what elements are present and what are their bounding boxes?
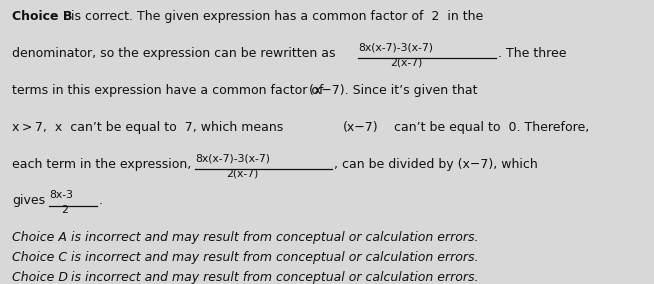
Text: 8x-3: 8x-3 — [49, 190, 73, 200]
Text: is incorrect and may result from conceptual or calculation errors.: is incorrect and may result from concept… — [67, 231, 479, 245]
Text: is incorrect and may result from conceptual or calculation errors.: is incorrect and may result from concept… — [67, 271, 479, 284]
Text: denominator, so the expression can be rewritten as: denominator, so the expression can be re… — [12, 47, 336, 60]
Text: .: . — [99, 195, 103, 208]
Text: 2(x-7): 2(x-7) — [226, 168, 259, 178]
Text: can’t be equal to  0. Therefore,: can’t be equal to 0. Therefore, — [390, 121, 589, 134]
Text: , can be divided by (x−7), which: , can be divided by (x−7), which — [334, 158, 538, 171]
Text: . The three: . The three — [498, 47, 566, 60]
Text: 8x(x-7)-3(x-7): 8x(x-7)-3(x-7) — [358, 42, 434, 53]
Text: (x−7): (x−7) — [343, 121, 378, 134]
Text: 2(x-7): 2(x-7) — [390, 57, 422, 67]
Text: (x−7). Since it’s given that: (x−7). Since it’s given that — [309, 84, 478, 97]
Text: x > 7,  x  can’t be equal to  7, which means: x > 7, x can’t be equal to 7, which mean… — [12, 121, 283, 134]
Text: gives: gives — [12, 195, 45, 208]
Text: is incorrect and may result from conceptual or calculation errors.: is incorrect and may result from concept… — [67, 251, 479, 264]
Text: Choice D: Choice D — [12, 271, 68, 284]
Text: Choice B: Choice B — [12, 10, 72, 23]
Text: each term in the expression,: each term in the expression, — [12, 158, 191, 171]
Text: Choice C: Choice C — [12, 251, 67, 264]
Text: is correct. The given expression has a common factor of  2  in the: is correct. The given expression has a c… — [67, 10, 483, 23]
Text: Choice A: Choice A — [12, 231, 67, 245]
Text: terms in this expression have a common factor of: terms in this expression have a common f… — [12, 84, 323, 97]
Text: 2: 2 — [61, 205, 68, 215]
Text: 8x(x-7)-3(x-7): 8x(x-7)-3(x-7) — [195, 153, 270, 163]
